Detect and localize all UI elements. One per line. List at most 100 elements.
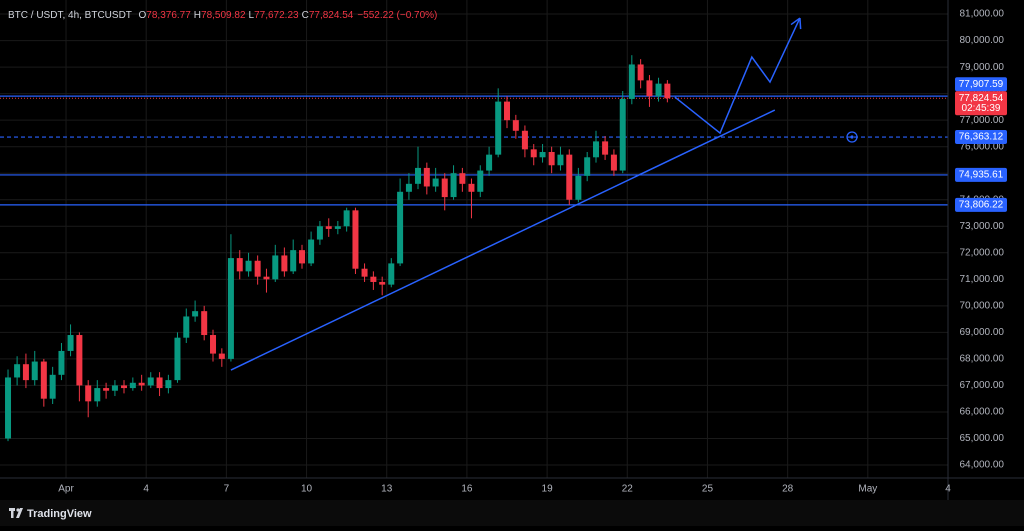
candle-body <box>512 120 519 131</box>
candle-body <box>548 151 555 166</box>
candle-body <box>76 335 83 386</box>
x-tick-label: 28 <box>782 484 794 495</box>
candle-body <box>245 260 252 272</box>
level-box <box>955 77 1007 92</box>
candle-body <box>22 364 29 381</box>
candle-body <box>628 64 635 99</box>
candle-body <box>174 337 181 381</box>
candle-body <box>486 154 493 171</box>
candle-body <box>58 350 65 375</box>
candle-body <box>557 154 564 166</box>
candle-body <box>236 258 243 272</box>
candle-body <box>14 364 21 378</box>
arrow-head <box>799 18 802 30</box>
logo-part[interactable] <box>9 508 15 511</box>
candle-body <box>610 154 617 171</box>
x-tick-label: 7 <box>224 484 230 495</box>
ohlc-value: 78,376.77 <box>146 10 191 21</box>
footer <box>0 500 1024 526</box>
candle-body <box>530 149 537 158</box>
candle-body <box>5 377 12 439</box>
candle-body <box>619 98 626 171</box>
candle-body <box>415 167 422 184</box>
x-tick-label: May <box>858 484 877 495</box>
candle-body <box>49 374 56 399</box>
candle-body <box>325 226 332 229</box>
candle-body <box>85 385 92 402</box>
candle-body <box>593 141 600 158</box>
y-tick-label: 77,000.00 <box>960 115 1005 126</box>
candle-body <box>263 276 270 280</box>
y-tick-label: 65,000.00 <box>960 433 1005 444</box>
logo-part[interactable] <box>11 511 14 518</box>
candle-body <box>504 101 511 121</box>
candle-body <box>602 141 609 155</box>
candle-body <box>361 268 368 277</box>
level-label: 73,806.22 <box>959 200 1004 211</box>
y-tick-label: 72,000.00 <box>960 247 1005 258</box>
x-tick-label: 13 <box>381 484 393 495</box>
candle-body <box>67 335 74 351</box>
level-box <box>955 130 1007 145</box>
arrow-head <box>790 17 801 26</box>
alert-icon-ring[interactable] <box>846 131 858 143</box>
candle-body <box>308 239 315 264</box>
change: −552.22 (−0.70%) <box>357 10 437 21</box>
x-tick-label: 25 <box>702 484 714 495</box>
candle-body <box>111 385 118 391</box>
last-price-label: 77,824.54 <box>959 93 1004 104</box>
x-tick-label: 22 <box>622 484 634 495</box>
candle-body <box>423 167 430 187</box>
grid <box>0 0 949 478</box>
candle-body <box>31 361 38 381</box>
candle-body <box>352 210 359 269</box>
levels <box>0 95 948 206</box>
candle-body <box>370 276 377 282</box>
candle-body <box>156 377 163 389</box>
candle-body <box>210 335 217 354</box>
ohlc-value: 78,509.82 <box>201 10 246 21</box>
projection-path <box>674 17 801 135</box>
candle-body <box>183 316 190 338</box>
countdown: 02:45:39 <box>962 103 1001 114</box>
x-tick-label: 16 <box>461 484 473 495</box>
candle-body <box>584 157 591 176</box>
level-box <box>955 167 1007 182</box>
candle-body <box>316 226 323 240</box>
brand-name[interactable]: TradingView <box>27 508 92 520</box>
candle-body <box>468 183 475 192</box>
candle-body <box>290 250 297 272</box>
candle-body <box>147 377 154 386</box>
candle-body <box>334 226 341 229</box>
level-label: 77,907.59 <box>959 79 1004 90</box>
candle-body <box>281 255 288 272</box>
ohlc-key: H <box>194 10 201 21</box>
candle-body <box>388 263 395 285</box>
alert-icon-dot[interactable] <box>850 135 854 139</box>
candle-body <box>566 154 573 200</box>
candle-body <box>121 385 128 389</box>
candle-body <box>477 170 484 192</box>
logo-part[interactable] <box>16 508 23 518</box>
logo-part[interactable] <box>16 508 20 512</box>
candle-body <box>165 380 172 389</box>
candle-body <box>575 175 582 200</box>
alert-icon[interactable] <box>846 131 858 143</box>
candle-body <box>637 64 644 81</box>
candle-body <box>272 255 279 280</box>
candle-body <box>201 311 208 336</box>
x-tick-label: 4 <box>945 484 951 495</box>
x-tick-label: 10 <box>301 484 313 495</box>
candle-body <box>397 191 404 264</box>
candle-body <box>138 382 145 386</box>
brand-logo[interactable] <box>9 508 23 518</box>
candle-body <box>521 130 528 150</box>
candle-body <box>405 183 412 192</box>
candle-body <box>218 353 225 359</box>
ohlc-value: 77,824.54 <box>309 10 354 21</box>
candle-body <box>227 258 234 359</box>
y-tick-label: 73,000.00 <box>960 221 1005 232</box>
y-tick-label: 79,000.00 <box>960 62 1005 73</box>
